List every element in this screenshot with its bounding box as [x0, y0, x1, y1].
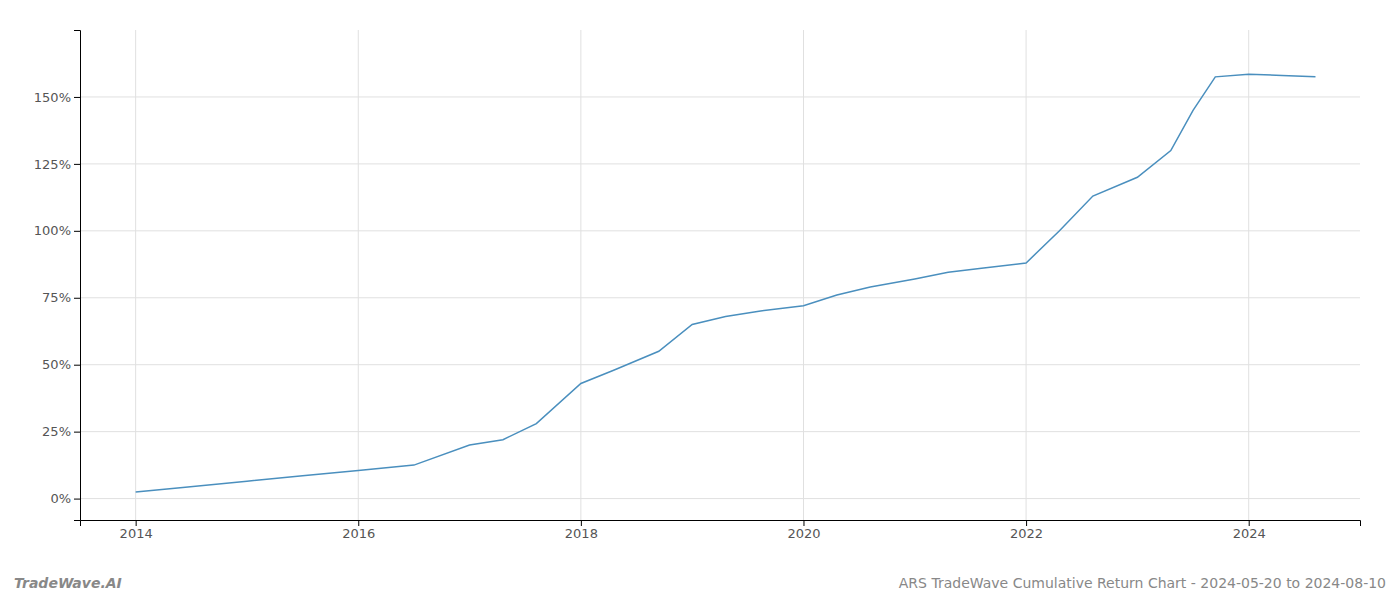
- x-tick: 2022: [1010, 520, 1043, 541]
- y-tick-mark: [74, 231, 80, 232]
- chart: 2014 2016 2018 2020 2022 2024 0% 25% 50% 75% 100% 1…: [0, 0, 1400, 600]
- x-tick-label: 2022: [1010, 526, 1043, 541]
- y-tick: 75%: [42, 290, 80, 305]
- x-tick: 2016: [342, 520, 375, 541]
- grid-line-y: [80, 498, 1360, 499]
- y-tick-mark: [74, 298, 80, 299]
- watermark: TradeWave.AI: [14, 575, 122, 591]
- grid-line-y: [80, 163, 1360, 164]
- x-tick-label: 2024: [1233, 526, 1266, 541]
- grid-line-y: [80, 297, 1360, 298]
- y-tick-label: 25%: [42, 424, 71, 439]
- grid-line-x: [1026, 30, 1027, 520]
- y-tick: 50%: [42, 357, 80, 372]
- y-tick-mark: [74, 365, 80, 366]
- y-tick-mark: [74, 499, 80, 500]
- grid-line-x: [135, 30, 136, 520]
- y-tick-mark: [74, 432, 80, 433]
- x-tick-label: 2018: [565, 526, 598, 541]
- y-tick-label: 75%: [42, 290, 71, 305]
- x-axis-line: [81, 521, 1361, 527]
- line: [136, 74, 1316, 492]
- x-tick-mark: [803, 520, 804, 526]
- grid-line-y: [80, 431, 1360, 432]
- grid-line-x: [580, 30, 581, 520]
- grid: [80, 30, 1360, 520]
- x-tick-mark: [1026, 520, 1027, 526]
- x-tick-label: 2016: [342, 526, 375, 541]
- y-tick: 25%: [42, 424, 80, 439]
- grid-line-y: [80, 364, 1360, 365]
- title: ARS TradeWave Cumulative Return Chart - …: [899, 575, 1386, 591]
- grid-line-x: [1248, 30, 1249, 520]
- x-tick: 2014: [120, 520, 153, 541]
- y-tick-label: 100%: [34, 223, 71, 238]
- y-tick: 100%: [34, 223, 80, 238]
- y-axis: 0% 25% 50% 75% 100% 125% 150%: [34, 31, 81, 521]
- x-tick-mark: [581, 520, 582, 526]
- footer: TradeWave.AI ARS TradeWave Cumulative Ret…: [14, 575, 1386, 591]
- x-tick-mark: [358, 520, 359, 526]
- x-tick-mark: [136, 520, 137, 526]
- x-tick: 2020: [787, 520, 820, 541]
- x-tick-label: 2020: [787, 526, 820, 541]
- y-tick: 150%: [34, 90, 80, 105]
- y-tick: 0%: [50, 491, 80, 506]
- x-tick: 2024: [1233, 520, 1266, 541]
- x-tick-label: 2014: [120, 526, 153, 541]
- grid-line-y: [80, 230, 1360, 231]
- y-axis-line: [74, 31, 81, 521]
- plot: 2014 2016 2018 2020 2022 2024 0% 25% 50% 75% 100% 1…: [34, 30, 1361, 541]
- grid-line-x: [358, 30, 359, 520]
- grid-line-y: [80, 96, 1360, 97]
- y-tick-label: 150%: [34, 90, 71, 105]
- x-axis: 2014 2016 2018 2020 2022 2024: [81, 520, 1361, 541]
- y-tick-label: 50%: [42, 357, 71, 372]
- y-tick-label: 125%: [34, 157, 71, 172]
- y-tick-mark: [74, 164, 80, 165]
- series: [136, 74, 1316, 492]
- y-tick-label: 0%: [50, 491, 71, 506]
- y-tick-mark: [74, 97, 80, 98]
- grid-line-x: [803, 30, 804, 520]
- x-tick: 2018: [565, 520, 598, 541]
- x-tick-mark: [1249, 520, 1250, 526]
- y-tick: 125%: [34, 157, 80, 172]
